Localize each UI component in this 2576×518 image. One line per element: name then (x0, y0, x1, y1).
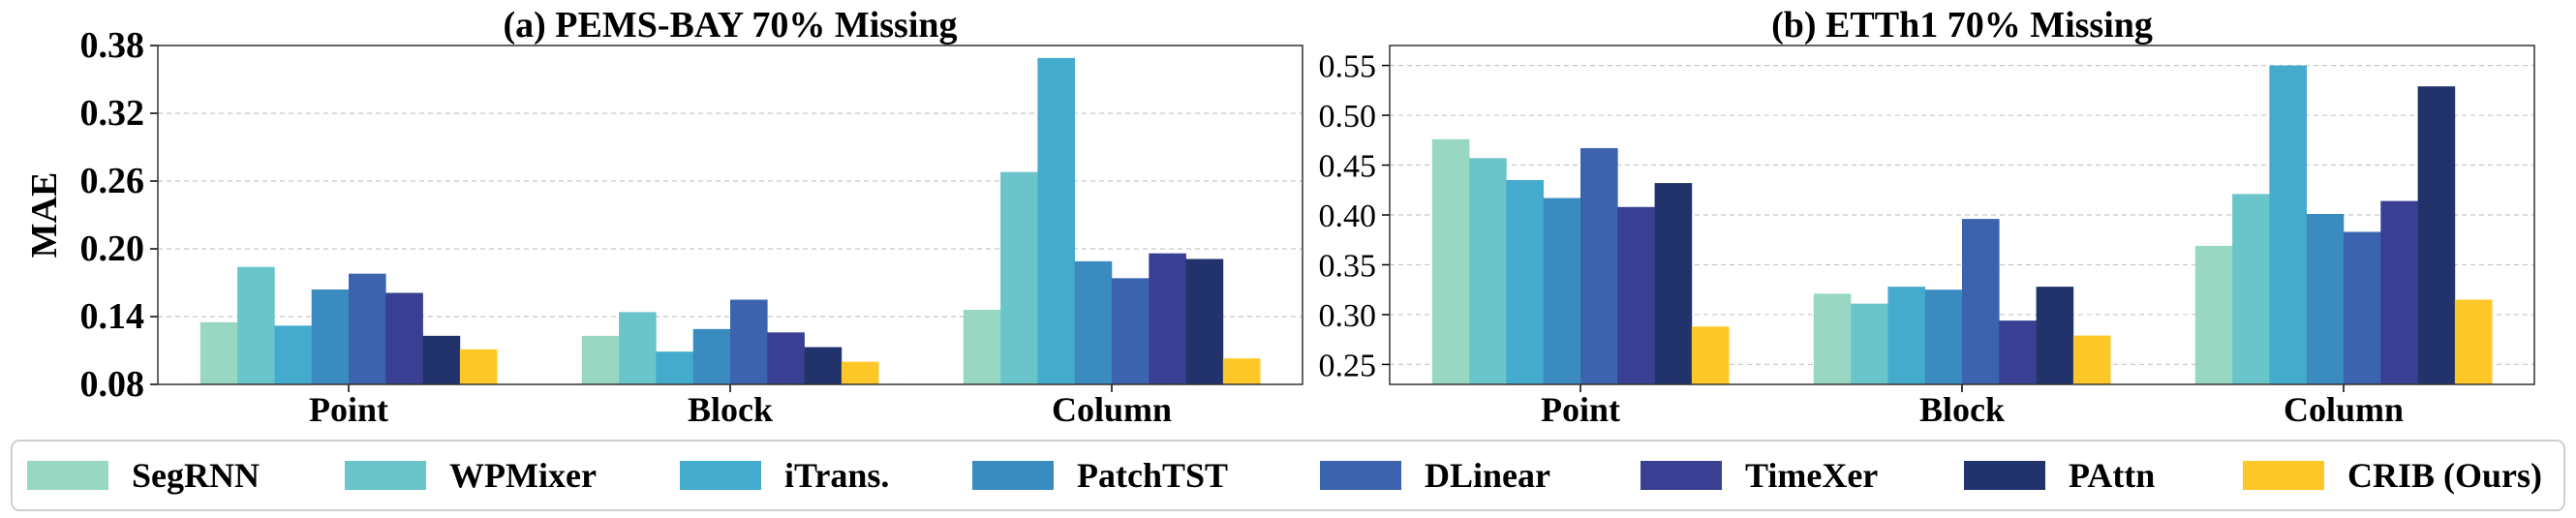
bar-dlinear-point (1580, 148, 1618, 384)
legend-label-itrans: iTrans. (784, 456, 889, 495)
y-tick-label: 0.40 (1319, 198, 1377, 234)
bar-itrans-column (2269, 65, 2307, 385)
legend-swatch-pattn (1964, 461, 2045, 490)
bar-itrans-point (1506, 179, 1544, 384)
bar-crib-ours-column (1222, 358, 1261, 384)
bar-dlinear-column (2344, 231, 2381, 384)
bar-timexer-column (1149, 253, 1186, 384)
y-tick-label: 0.14 (80, 296, 145, 337)
bar-pattn-block (2036, 287, 2074, 384)
legend-label-wpmixer: WPMixer (449, 456, 597, 495)
bar-timexer-block (767, 332, 805, 384)
bar-itrans-block (656, 351, 693, 384)
bar-timexer-block (1999, 320, 2037, 384)
y-tick-label: 0.30 (1319, 298, 1377, 334)
legend-swatch-segrnn (27, 461, 108, 490)
y-tick-label: 0.20 (80, 229, 145, 269)
bar-wpmixer-point (237, 266, 275, 384)
x-tick-label: Point (1541, 390, 1620, 429)
bar-patchtst-block (692, 328, 731, 384)
legend-label-pattn: PAttn (2069, 456, 2155, 495)
bar-timexer-point (1617, 206, 1655, 384)
bar-wpmixer-block (1851, 303, 1888, 384)
bar-dlinear-point (349, 273, 386, 384)
y-tick-label: 0.55 (1319, 49, 1377, 85)
legend-label-patchtst: PatchTST (1077, 456, 1228, 495)
legend-swatch-patchtst (972, 461, 1054, 490)
y-tick-label: 0.38 (80, 25, 145, 66)
bar-wpmixer-block (619, 312, 657, 384)
y-tick-label: 0.45 (1319, 149, 1377, 185)
legend-swatch-itrans (680, 461, 761, 490)
y-tick-label: 0.26 (80, 161, 145, 201)
bar-pattn-column (1185, 259, 1224, 384)
bar-itrans-block (1887, 287, 1925, 384)
bar-segrnn-block (1813, 293, 1852, 384)
legend-label-crib-ours: CRIB (Ours) (2347, 456, 2542, 495)
x-tick-label: Point (309, 390, 388, 429)
y-tick-label: 0.25 (1319, 348, 1377, 383)
legend-frame (11, 440, 2565, 511)
plot-frame (1389, 45, 2535, 385)
bar-segrnn-column (963, 310, 1001, 384)
y-axis-label: MAE (24, 172, 65, 259)
bar-itrans-column (1037, 57, 1075, 384)
bar-patchtst-block (1924, 289, 1963, 384)
legend-swatch-crib-ours (2243, 461, 2324, 490)
bar-crib-ours-point (459, 349, 498, 384)
x-tick-label: Column (2284, 390, 2404, 429)
bar-patchtst-column (2306, 213, 2345, 384)
chart-panel-etth1: (b) ETTh1 70% Missing 0.25 0.30 0.35 0.40 0.4… (1319, 5, 2535, 429)
chart-panel-pems-bay: (a) PEMS-BAY 70% Missing 0.08 0.14 0.20 0.26… (24, 5, 1303, 429)
legend-swatch-timexer (1641, 461, 1722, 490)
bar-wpmixer-column (1000, 171, 1038, 384)
chart-legend: SegRNN WPMixer iTrans. PatchTST DLinear TimeX… (11, 440, 2565, 511)
bar-dlinear-block (1962, 219, 2000, 384)
y-tick-label: 0.08 (80, 364, 145, 405)
bar-segrnn-point (199, 321, 238, 384)
bar-timexer-column (2380, 200, 2418, 384)
bar-crib-ours-point (1691, 326, 1730, 384)
bar-patchtst-point (1543, 198, 1581, 384)
bar-segrnn-point (1431, 138, 1470, 384)
bar-wpmixer-point (1469, 158, 1507, 384)
bar-patchtst-column (1074, 260, 1113, 384)
legend-label-segrnn: SegRNN (132, 456, 260, 495)
plot-frame (157, 45, 1303, 385)
y-tick-label: 0.32 (80, 93, 145, 134)
chart-title: (a) PEMS-BAY 70% Missing (503, 5, 957, 46)
bar-itrans-point (274, 325, 312, 384)
legend-swatch-wpmixer (345, 461, 426, 490)
x-tick-label: Block (688, 390, 773, 429)
bar-segrnn-block (581, 335, 620, 384)
bar-pattn-point (422, 335, 461, 384)
y-tick-label: 0.50 (1319, 99, 1377, 135)
bar-segrnn-column (2194, 245, 2233, 384)
legend-label-dlinear: DLinear (1425, 456, 1550, 495)
bar-patchtst-point (311, 289, 350, 384)
chart-title: (b) ETTh1 70% Missing (1771, 5, 2153, 46)
bar-pattn-block (804, 347, 843, 384)
bar-wpmixer-column (2232, 194, 2270, 384)
bar-pattn-point (1654, 183, 1693, 384)
bar-crib-ours-block (2072, 335, 2111, 384)
y-tick-label: 0.35 (1319, 248, 1377, 284)
legend-swatch-dlinear (1320, 461, 1401, 490)
bar-dlinear-column (1112, 278, 1150, 384)
x-tick-label: Block (1919, 390, 2005, 429)
bar-timexer-point (385, 292, 423, 384)
bar-crib-ours-block (841, 361, 879, 384)
x-tick-label: Column (1052, 390, 1172, 429)
bar-crib-ours-column (2454, 299, 2493, 384)
bar-pattn-column (2417, 86, 2456, 385)
bar-dlinear-block (730, 299, 768, 384)
legend-label-timexer: TimeXer (1745, 456, 1878, 495)
